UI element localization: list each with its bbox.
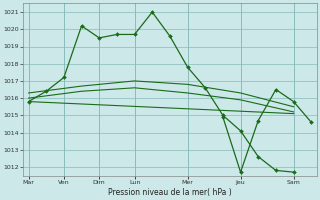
X-axis label: Pression niveau de la mer( hPa ): Pression niveau de la mer( hPa ) [108, 188, 232, 197]
